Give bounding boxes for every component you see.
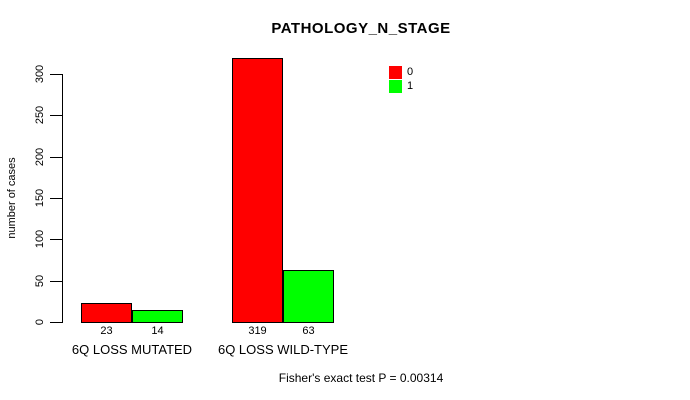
legend-swatch xyxy=(389,80,402,93)
legend-swatch xyxy=(389,66,402,79)
bar-value-label: 319 xyxy=(248,325,267,337)
legend-label: 0 xyxy=(407,66,414,78)
bar-value-label: 14 xyxy=(151,325,164,337)
y-axis-title: number of cases xyxy=(6,157,18,239)
bar-value-label: 63 xyxy=(302,325,315,337)
y-axis-tick xyxy=(50,74,62,75)
y-axis-tick-label: 300 xyxy=(34,64,46,84)
x-category-label: 6Q LOSS WILD-TYPE xyxy=(217,342,349,357)
legend-label: 1 xyxy=(407,80,414,92)
chart-title: PATHOLOGY_N_STAGE xyxy=(271,20,451,37)
x-category-label: 6Q LOSS MUTATED xyxy=(71,342,193,357)
bar-series-1-mutated xyxy=(132,310,183,323)
y-axis-tick-label: 50 xyxy=(34,274,46,287)
y-axis-tick-label: 0 xyxy=(34,318,46,326)
legend-item: 0 xyxy=(389,66,413,79)
bar-value-label: 23 xyxy=(100,325,113,337)
bar-series-1-wild-type xyxy=(283,269,334,323)
y-axis-tick xyxy=(50,239,62,241)
fisher-test-annotation: Fisher's exact test P = 0.00314 xyxy=(278,371,444,385)
y-axis-tick xyxy=(50,322,62,323)
y-axis-tick-label: 200 xyxy=(34,147,46,166)
y-axis-tick-label: 150 xyxy=(34,188,46,208)
y-axis-tick xyxy=(50,280,62,282)
y-axis-line xyxy=(62,74,63,323)
y-axis-tick xyxy=(50,115,62,117)
y-axis-tick xyxy=(50,198,62,199)
y-axis-tick-label: 250 xyxy=(34,106,46,125)
bar-series-0-mutated xyxy=(81,302,132,323)
legend-item: 1 xyxy=(389,80,413,93)
y-axis-tick xyxy=(50,156,62,158)
y-axis-tick-label: 100 xyxy=(34,230,46,249)
bar-series-0-wild-type xyxy=(232,58,283,323)
